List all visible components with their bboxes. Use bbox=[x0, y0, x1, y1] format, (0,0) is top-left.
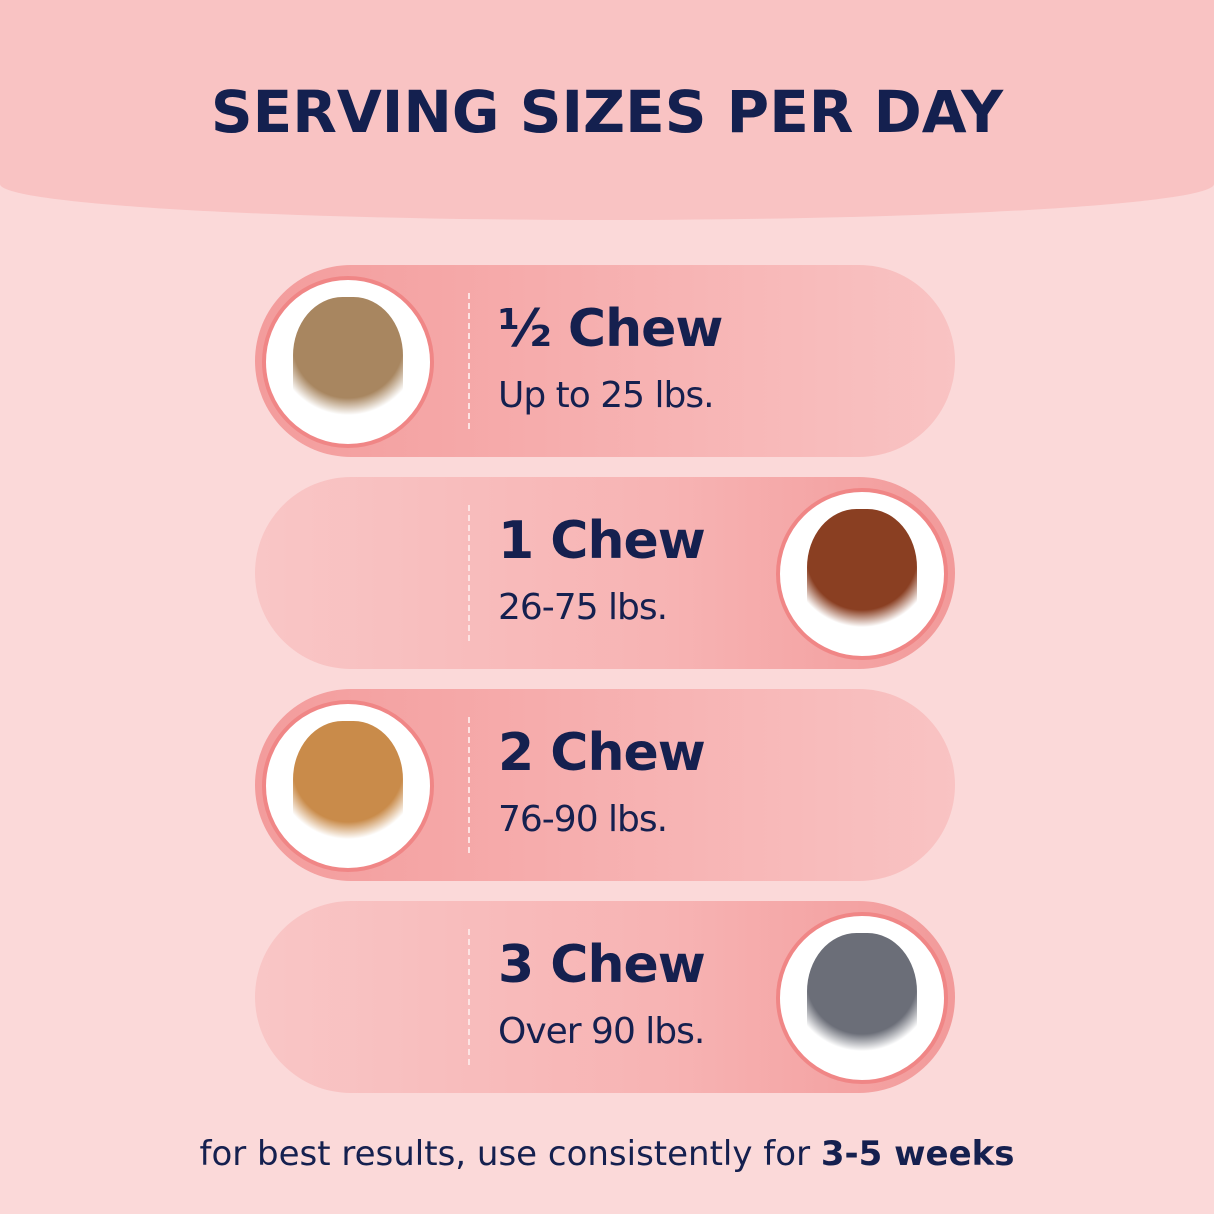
divider bbox=[468, 505, 470, 641]
dog-photo-frame bbox=[262, 700, 434, 872]
serving-row: 2 Chew 76-90 lbs. bbox=[255, 689, 955, 881]
dog-photo-frame bbox=[776, 912, 948, 1084]
footer-emphasis: 3-5 weeks bbox=[820, 1134, 1015, 1174]
golden-retriever-photo bbox=[293, 721, 403, 851]
serving-amount: 3 Chew bbox=[498, 935, 706, 995]
footer-text: for best results, use consistently for bbox=[199, 1134, 821, 1174]
weight-range: 76-90 lbs. bbox=[498, 799, 668, 840]
yorkshire-terrier-photo bbox=[293, 297, 403, 427]
serving-amount: 1 Chew bbox=[498, 511, 706, 571]
serving-row: ½ Chew Up to 25 lbs. bbox=[255, 265, 955, 457]
weight-range: Over 90 lbs. bbox=[498, 1011, 705, 1052]
serving-amount: 2 Chew bbox=[498, 723, 706, 783]
dog-photo-frame bbox=[776, 488, 948, 660]
divider bbox=[468, 717, 470, 853]
divider bbox=[468, 929, 470, 1065]
header-band bbox=[0, 0, 1214, 220]
divider bbox=[468, 293, 470, 429]
goldendoodle-photo bbox=[807, 509, 917, 639]
serving-amount: ½ Chew bbox=[498, 299, 723, 359]
footer-note: for best results, use consistently for 3… bbox=[0, 1134, 1214, 1174]
serving-row: 1 Chew 26-75 lbs. bbox=[255, 477, 955, 669]
serving-row: 3 Chew Over 90 lbs. bbox=[255, 901, 955, 1093]
dog-photo-frame bbox=[262, 276, 434, 448]
page-title: SERVING SIZES PER DAY bbox=[210, 78, 1004, 146]
pitbull-photo bbox=[807, 933, 917, 1063]
weight-range: 26-75 lbs. bbox=[498, 587, 668, 628]
weight-range: Up to 25 lbs. bbox=[498, 375, 715, 416]
